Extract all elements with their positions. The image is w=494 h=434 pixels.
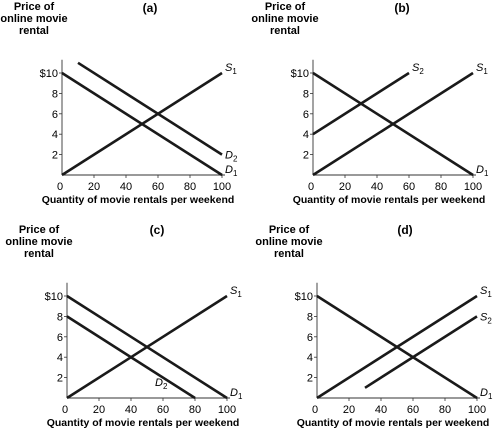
curve-label-subscript: 1 [483, 67, 488, 76]
y-tick-label: 4 [52, 129, 58, 141]
y-tick-label: 8 [52, 88, 58, 100]
curve-label-subscript: 1 [237, 290, 242, 299]
curve-label-s2: S2 [412, 62, 424, 76]
y-tick-label: 2 [307, 373, 313, 385]
x-tick-label: 20 [93, 404, 105, 416]
x-tick-label: 40 [125, 404, 137, 416]
x-tick-label: 80 [184, 181, 196, 193]
x-tick-label: 0 [312, 404, 318, 416]
x-tick-label: 100 [464, 181, 482, 193]
y-tick-label: 2 [57, 373, 63, 385]
x-tick-label: 20 [88, 181, 100, 193]
y-axis-label: rental [19, 25, 49, 37]
curve-d1 [316, 294, 478, 400]
curve-label-subscript: 1 [238, 392, 243, 401]
y-axis-label: Price of [269, 224, 310, 236]
curve-label-d1: D1 [230, 387, 243, 401]
x-tick-label: 40 [371, 181, 383, 193]
x-tick-label: 20 [339, 181, 351, 193]
x-tick-label: 100 [213, 181, 231, 193]
x-tick-label: 0 [308, 181, 314, 193]
y-tick-label: 4 [307, 352, 313, 364]
curve-d2 [66, 315, 196, 400]
y-tick-label: 6 [307, 332, 313, 344]
x-tick-label: 100 [468, 404, 486, 416]
x-tick-label: 20 [343, 404, 355, 416]
x-tick-label: 80 [439, 404, 451, 416]
curve-label-subscript: 2 [233, 155, 238, 164]
panel-title: (b) [394, 1, 409, 15]
curve-label-subscript: 2 [419, 67, 424, 76]
y-tick-label: $10 [291, 68, 309, 80]
x-tick-label: 60 [403, 181, 415, 193]
x-axis-label: Quantity of movie rentals per weekend [293, 194, 486, 206]
x-tick-label: 60 [157, 404, 169, 416]
x-tick-label: 0 [57, 181, 63, 193]
curve-label-s1: S1 [480, 285, 492, 299]
x-tick-label: 100 [218, 404, 236, 416]
curve-label-subscript: 2 [163, 382, 168, 391]
y-tick-label: 4 [303, 129, 309, 141]
y-axis-label: rental [270, 25, 300, 37]
y-tick-label: 2 [52, 150, 58, 162]
x-tick-label: 60 [152, 181, 164, 193]
y-tick-label: 6 [303, 109, 309, 121]
x-tick-label: 40 [120, 181, 132, 193]
x-axis-label: Quantity of movie rentals per weekend [47, 417, 240, 429]
y-axis-label: online movie [0, 13, 67, 25]
curve-d2 [77, 61, 223, 156]
curve-d1 [66, 294, 228, 400]
x-axis-label: Quantity of movie rentals per weekend [297, 417, 490, 429]
y-tick-label: 8 [303, 88, 309, 100]
panel-title: (a) [143, 1, 158, 15]
panel-title: (c) [150, 223, 165, 237]
y-tick-label: 8 [307, 311, 313, 323]
curve-d1 [61, 71, 223, 177]
y-axis-label: rental [24, 248, 54, 260]
curve-label-d1: D1 [476, 164, 489, 178]
y-tick-label: 4 [57, 352, 63, 364]
x-tick-label: 60 [407, 404, 419, 416]
curve-label-s1: S1 [225, 62, 237, 76]
y-tick-label: 2 [303, 150, 309, 162]
x-tick-label: 80 [435, 181, 447, 193]
y-axis-label: Price of [14, 1, 55, 13]
y-axis-label: online movie [255, 236, 322, 248]
x-tick-label: 40 [375, 404, 387, 416]
curve-s2 [364, 315, 478, 389]
curve-label-subscript: 1 [488, 392, 493, 401]
y-tick-label: $10 [295, 291, 313, 303]
y-axis-label: Price of [19, 224, 60, 236]
y-axis-label: rental [274, 248, 304, 260]
x-tick-label: 0 [62, 404, 68, 416]
x-axis-label: Quantity of movie rentals per weekend [42, 194, 235, 206]
curve-label-subscript: 1 [233, 169, 238, 178]
y-tick-label: $10 [40, 68, 58, 80]
curve-label-d2: D2 [225, 150, 238, 164]
curve-label-subscript: 1 [232, 67, 237, 76]
curve-label-s2: S2 [480, 311, 492, 325]
x-tick-label: 80 [189, 404, 201, 416]
curve-label-d1: D1 [225, 164, 238, 178]
curve-d1 [312, 71, 474, 177]
y-axis-label: online movie [251, 13, 318, 25]
curve-label-d1: D1 [480, 387, 493, 401]
y-axis-label: online movie [5, 236, 72, 248]
y-tick-label: 6 [57, 332, 63, 344]
panel-title: (d) [397, 223, 412, 237]
curve-label-subscript: 1 [487, 290, 492, 299]
curve-label-s1: S1 [476, 62, 488, 76]
y-tick-label: 8 [57, 311, 63, 323]
y-tick-label: $10 [45, 291, 63, 303]
curve-label-subscript: 2 [487, 316, 492, 325]
curve-label-s1: S1 [230, 285, 242, 299]
curve-label-subscript: 1 [484, 169, 489, 178]
y-tick-label: 6 [52, 109, 58, 121]
y-axis-label: Price of [265, 1, 306, 13]
